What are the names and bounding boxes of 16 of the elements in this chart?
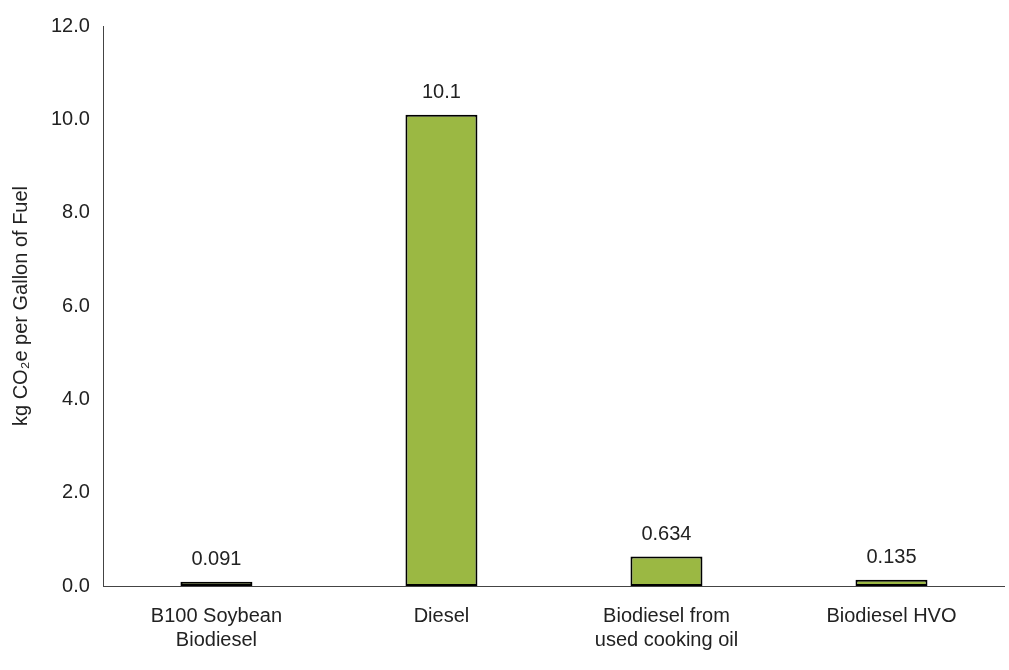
x-tick-label: Diesel	[413, 603, 470, 626]
data-label: 10.1	[421, 80, 461, 103]
y-tick-label: 10.0	[50, 106, 90, 129]
y-tick-label: 2.0	[62, 480, 90, 503]
y-tick-label: 4.0	[62, 386, 90, 409]
x-tick-label: B100 Soybean Biodiesel	[150, 603, 283, 650]
data-label: 0.091	[191, 547, 242, 570]
y-tick-label: 6.0	[62, 293, 90, 316]
x-tick-label: Biodiesel from used cooking oil	[594, 603, 739, 650]
y-axis-title: kg CO₂e per Gallon of Fuel	[8, 185, 31, 427]
y-tick-label: 8.0	[62, 200, 90, 223]
y-tick-label: 0.0	[62, 573, 90, 596]
y-tick-label: 12.0	[50, 13, 90, 36]
x-tick-label: Biodiesel HVO	[826, 603, 957, 626]
data-label: 0.634	[641, 521, 692, 544]
data-label: 0.135	[866, 545, 917, 568]
